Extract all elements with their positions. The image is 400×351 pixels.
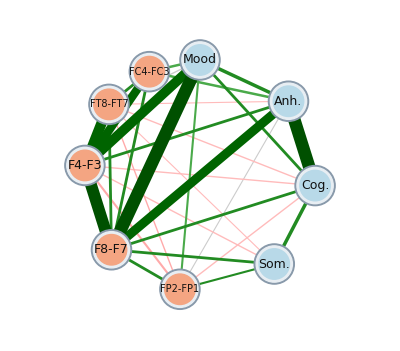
Circle shape bbox=[65, 145, 105, 185]
Circle shape bbox=[185, 45, 215, 75]
Circle shape bbox=[273, 86, 304, 117]
Text: Anh.: Anh. bbox=[274, 95, 303, 108]
Circle shape bbox=[268, 81, 308, 121]
Circle shape bbox=[89, 84, 129, 125]
Text: FC4-FC3: FC4-FC3 bbox=[129, 67, 170, 77]
Circle shape bbox=[259, 249, 290, 279]
Circle shape bbox=[182, 42, 218, 78]
Circle shape bbox=[295, 166, 335, 206]
Circle shape bbox=[67, 147, 103, 184]
Circle shape bbox=[91, 86, 127, 122]
Text: Mood: Mood bbox=[183, 53, 217, 66]
Circle shape bbox=[94, 89, 124, 120]
Circle shape bbox=[300, 170, 330, 201]
Circle shape bbox=[256, 246, 292, 282]
Text: F4-F3: F4-F3 bbox=[68, 159, 102, 172]
Circle shape bbox=[160, 269, 200, 309]
Circle shape bbox=[254, 244, 294, 284]
Circle shape bbox=[131, 54, 168, 90]
Circle shape bbox=[297, 167, 333, 204]
Text: Cog.: Cog. bbox=[301, 179, 329, 192]
Circle shape bbox=[180, 40, 220, 80]
Circle shape bbox=[70, 150, 100, 181]
Text: FP2-FP1: FP2-FP1 bbox=[160, 284, 200, 294]
Text: F8-F7: F8-F7 bbox=[94, 243, 129, 256]
Text: FT8-FT7: FT8-FT7 bbox=[90, 99, 128, 110]
Circle shape bbox=[96, 234, 127, 265]
Circle shape bbox=[129, 52, 170, 92]
Circle shape bbox=[162, 271, 198, 307]
Text: Som.: Som. bbox=[258, 258, 290, 271]
Circle shape bbox=[93, 232, 130, 268]
Circle shape bbox=[270, 83, 307, 119]
Circle shape bbox=[92, 230, 132, 270]
Circle shape bbox=[134, 57, 164, 87]
Circle shape bbox=[165, 274, 195, 305]
